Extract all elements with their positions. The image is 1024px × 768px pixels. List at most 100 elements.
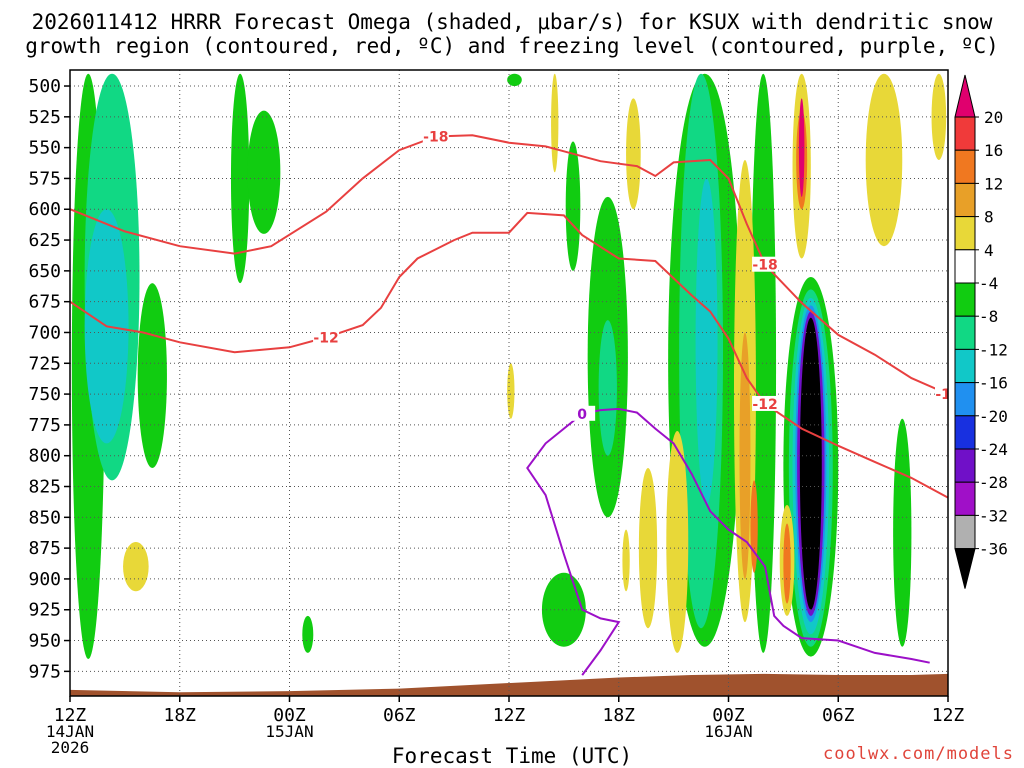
y-tick-label-600: 600 (28, 199, 61, 220)
x-tick-label-8: 12Z (932, 705, 965, 726)
omega-region-8 (565, 141, 581, 271)
x-tick-label-3: 06Z (383, 705, 416, 726)
contour-label-1-0: -12 (313, 330, 338, 346)
contour-label-0-1: -18 (752, 258, 777, 274)
omega-region-36 (551, 73, 559, 173)
x-tick-label-4: 12Z (493, 705, 526, 726)
x-tick-date-2: 15JAN (265, 722, 313, 741)
contour-label-bg-0-0 (422, 128, 449, 144)
x-tick-date-0: 14JAN (46, 722, 94, 741)
x-tick-label-1: 18Z (163, 705, 196, 726)
colorbar-segment-1 (954, 116, 976, 151)
omega-region-32 (798, 98, 805, 197)
chart-title-line2: growth region (contoured, red, ºC) and f… (25, 34, 999, 58)
colorbar-segment-6 (954, 282, 976, 317)
y-tick-label-975: 975 (28, 661, 61, 682)
x-tick-label-6: 00Z (712, 705, 745, 726)
omega-region-26 (638, 468, 658, 629)
y-tick-label-500: 500 (28, 76, 61, 97)
y-tick-label-700: 700 (28, 322, 61, 343)
y-tick-label-875: 875 (28, 538, 61, 559)
colorbar-segment-4 (954, 216, 976, 251)
contour-label-1-1: -12 (752, 397, 777, 413)
colorbar-label-9: -20 (979, 407, 1008, 426)
omega-region-25 (750, 480, 758, 573)
y-tick-label-550: 550 (28, 138, 61, 159)
colorbar-label-13: -36 (979, 540, 1008, 559)
omega-region-5 (247, 110, 281, 234)
contour-label-bg-1-1 (752, 395, 779, 411)
credit-link[interactable]: coolwx.com/models (823, 744, 1014, 764)
colorbar-segment-13 (954, 514, 976, 550)
contour-2 (526, 407, 930, 676)
colorbar: 20 16 12 8 4 -4 -8 -12 -16 -20 -24 -28 -32 -36 (954, 74, 1008, 589)
omega-region-3 (137, 283, 167, 469)
gridlines (70, 70, 948, 696)
colorbar-segment-14 (954, 548, 976, 589)
colorbar-label-2: 12 (984, 174, 1003, 193)
colorbar-segment-7 (954, 315, 976, 350)
y-tick-label-675: 675 (28, 292, 61, 313)
colorbar-label-5: -4 (979, 274, 998, 293)
contour-0 (70, 134, 948, 396)
omega-region-4 (230, 73, 250, 284)
contour-label-bg-0-2 (935, 386, 948, 402)
omega-region-6 (302, 615, 314, 653)
colorbar-segment-2 (954, 149, 976, 184)
contour-label-bg-0-1 (752, 256, 779, 272)
colorbar-segment-11 (954, 448, 976, 483)
colorbar-label-6: -8 (979, 307, 998, 326)
x-tick-label-2: 00Z (273, 705, 306, 726)
x-tick-label-5: 18Z (602, 705, 635, 726)
contour-label-2-0: 0 (577, 407, 587, 423)
y-tick-label-825: 825 (28, 477, 61, 498)
y-tick-label-850: 850 (28, 507, 61, 528)
contour-lines: -18 -18 -18 -12 -12 0 (70, 128, 960, 676)
omega-region-39 (123, 541, 149, 592)
colorbar-label-11: -28 (979, 473, 1008, 492)
colorbar-label-10: -24 (979, 440, 1008, 459)
colorbar-segment-10 (954, 415, 976, 450)
x-tick-label-0: 12Z (54, 705, 87, 726)
omega-region-35 (622, 529, 630, 592)
colorbar-label-8: -16 (979, 374, 1008, 393)
omega-region-11 (541, 572, 586, 647)
y-tick-label-650: 650 (28, 261, 61, 282)
colorbar-label-3: 8 (984, 208, 994, 227)
colorbar-label-12: -32 (979, 506, 1008, 525)
colorbar-segment-8 (954, 348, 976, 384)
x-tick-label-7: 06Z (822, 705, 855, 726)
colorbar-segment-3 (954, 182, 976, 218)
contour-label-bg-1-0 (313, 329, 340, 345)
contour-label-bg-2-0 (569, 405, 596, 421)
chart-title-line1: 2026011412 HRRR Forecast Omega (shaded, … (31, 10, 993, 34)
omega-region-21 (799, 317, 822, 610)
y-tick-label-950: 950 (28, 631, 61, 652)
x-axis-label: Forecast Time (UTC) (391, 744, 633, 768)
colorbar-label-7: -12 (979, 340, 1008, 359)
contour-1 (70, 211, 948, 499)
colorbar-segment-0 (954, 74, 976, 118)
colorbar-label-0: 20 (984, 108, 1003, 127)
y-tick-label-525: 525 (28, 107, 61, 128)
colorbar-segment-9 (954, 382, 976, 417)
y-tick-label-900: 900 (28, 569, 61, 590)
contour-label-0-2: -18 (935, 387, 960, 403)
x-tick-date-6: 16JAN (704, 722, 752, 741)
y-tick-label-750: 750 (28, 384, 61, 405)
omega-region-33 (865, 73, 903, 247)
omega-region-22 (893, 418, 912, 647)
y-tick-label-925: 925 (28, 600, 61, 621)
colorbar-label-4: 4 (984, 241, 994, 260)
y-tick-label-575: 575 (28, 168, 61, 189)
colorbar-label-1: 16 (984, 141, 1003, 160)
omega-region-14 (695, 178, 718, 505)
omega-region-38 (507, 363, 515, 419)
omega-region-7 (507, 73, 522, 87)
y-axis: 500 525 550 575 600 625 650 675 700 725 750 775 800 8… (28, 76, 70, 682)
y-tick-label-775: 775 (28, 415, 61, 436)
omega-region-37 (626, 98, 641, 210)
omega-region-24 (739, 332, 751, 579)
